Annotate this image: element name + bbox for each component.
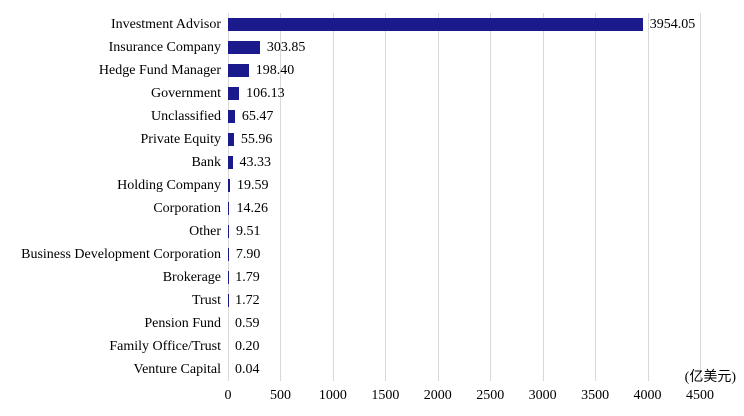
value-label: 65.47 xyxy=(241,108,274,124)
bar xyxy=(228,18,643,31)
bar-row: Private Equity 55.96 xyxy=(0,128,744,151)
axis-unit-label: (亿美元) xyxy=(684,370,736,385)
gridline xyxy=(437,13,439,381)
x-tick-label: 3500 xyxy=(581,388,610,403)
x-tick-label: 1500 xyxy=(371,388,400,403)
value-label: 14.26 xyxy=(236,200,268,216)
x-tick-label: 0 xyxy=(224,388,232,403)
bar-row: Holding Company 19.59 xyxy=(0,174,744,197)
category-label: Private Equity xyxy=(140,132,222,147)
x-tick-label: 4000 xyxy=(633,388,662,403)
bar-row: Pension Fund 0.59 xyxy=(0,312,744,335)
value-label: 1.72 xyxy=(235,292,260,308)
x-tick-label: 3000 xyxy=(528,388,557,403)
bar-row: Hedge Fund Manager 198.40 xyxy=(0,59,744,82)
gridline xyxy=(490,13,492,381)
value-label: 106.13 xyxy=(246,85,285,101)
gridline xyxy=(647,13,649,381)
value-label: 19.59 xyxy=(237,177,269,193)
category-label: Investment Advisor xyxy=(110,17,221,32)
category-label: Business Development Corporation xyxy=(21,247,221,262)
bar xyxy=(228,64,249,77)
category-label: Holding Company xyxy=(117,178,221,193)
category-label: Bank xyxy=(191,155,221,170)
category-label: Government xyxy=(151,86,221,101)
bar-row: Investment Advisor 3954.05 xyxy=(0,13,744,36)
bar-row: Bank 43.33 xyxy=(0,151,744,174)
category-label: Venture Capital xyxy=(133,362,221,377)
bar-row: Family Office/Trust 0.20 xyxy=(0,335,744,358)
value-label: 7.90 xyxy=(235,246,261,262)
bar xyxy=(228,179,231,192)
bar-row: Unclassified 65.47 xyxy=(0,105,744,128)
value-label: 1.79 xyxy=(235,269,260,285)
value-label: 0.20 xyxy=(235,338,260,354)
bar-row: Venture Capital 0.04 xyxy=(0,358,744,381)
value-label: 55.96 xyxy=(240,131,273,147)
x-tick-label: 2500 xyxy=(476,388,505,403)
category-label: Unclassified xyxy=(151,109,221,124)
category-label: Pension Fund xyxy=(144,316,221,331)
bar xyxy=(228,133,234,146)
gridline xyxy=(700,13,701,381)
category-label: Brokerage xyxy=(162,270,221,285)
bar-row: Other 9.51 xyxy=(0,220,744,243)
value-label: 0.59 xyxy=(235,315,260,331)
bar-row: Government 106.13 xyxy=(0,82,744,105)
gridline xyxy=(542,13,544,381)
gridline xyxy=(228,13,229,381)
value-label: 43.33 xyxy=(239,154,272,170)
value-label: 9.51 xyxy=(235,223,261,239)
value-label: 3954.05 xyxy=(649,16,696,32)
gridline xyxy=(280,13,282,381)
bar xyxy=(228,110,235,123)
bar-row: Corporation 14.26 xyxy=(0,197,744,220)
gridline xyxy=(385,13,387,381)
bar xyxy=(228,41,260,54)
bar xyxy=(228,225,229,238)
bar xyxy=(228,202,230,215)
gridline xyxy=(332,13,334,381)
bar xyxy=(228,248,229,261)
category-label: Trust xyxy=(191,293,221,308)
bar xyxy=(228,156,233,169)
category-label: Insurance Company xyxy=(108,40,221,55)
category-label: Corporation xyxy=(153,201,221,216)
category-label: Other xyxy=(189,224,221,239)
value-label: 0.04 xyxy=(235,361,260,377)
category-label: Family Office/Trust xyxy=(109,339,221,354)
x-tick-label: 2000 xyxy=(423,388,452,403)
x-tick-label: 1000 xyxy=(318,388,347,403)
category-label: Hedge Fund Manager xyxy=(98,63,221,78)
x-tick-label: 500 xyxy=(269,388,291,403)
gridline xyxy=(595,13,597,381)
bar-row: Trust 1.72 xyxy=(0,289,744,312)
bar xyxy=(228,87,240,100)
bar-row: Insurance Company 303.85 xyxy=(0,36,744,59)
value-label: 303.85 xyxy=(266,39,306,55)
value-label: 198.40 xyxy=(255,62,295,78)
bar-row: Brokerage 1.79 xyxy=(0,266,744,289)
x-tick-label: 4500 xyxy=(686,388,714,403)
bar-row: Business Development Corporation 7.90 xyxy=(0,243,744,266)
